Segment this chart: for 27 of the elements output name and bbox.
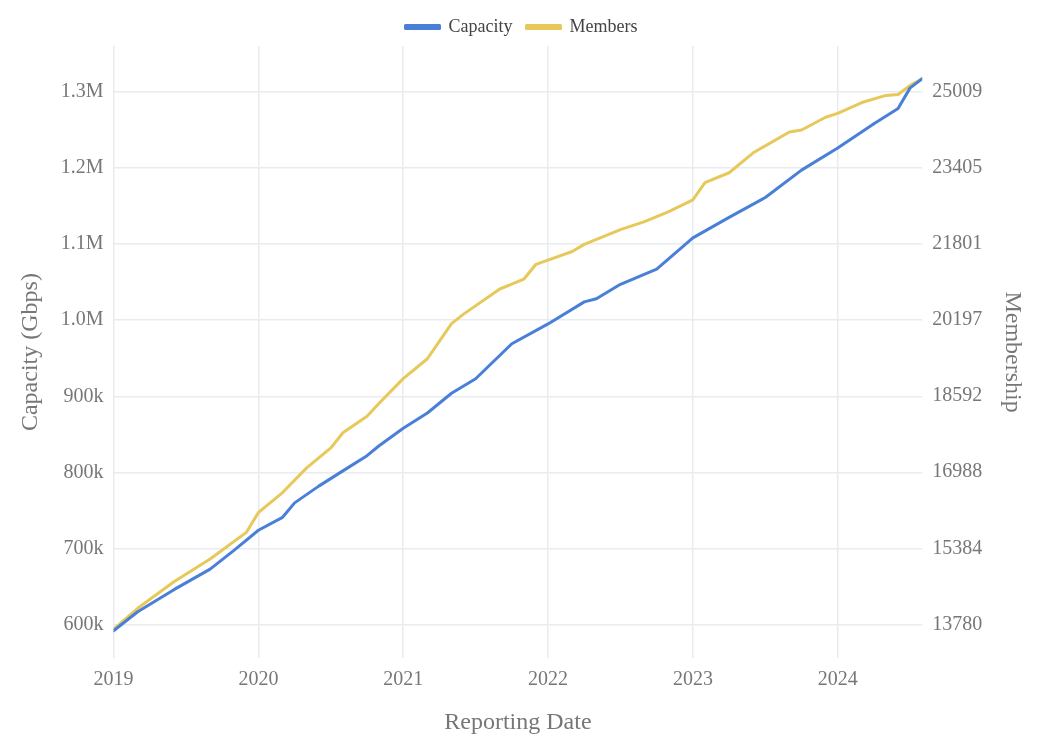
legend-label: Capacity bbox=[448, 15, 513, 36]
y2-tick-label: 21801 bbox=[932, 231, 983, 254]
y2-tick-label: 25009 bbox=[932, 78, 983, 101]
x-tick-label: 2024 bbox=[817, 667, 858, 690]
legend-label: Members bbox=[569, 15, 638, 36]
x-tick-label: 2023 bbox=[672, 667, 713, 690]
x-axis-title: Reporting Date bbox=[444, 707, 592, 734]
x-tick-label: 2021 bbox=[383, 667, 424, 690]
y2-tick-label: 16988 bbox=[932, 459, 983, 482]
x-tick-label: 2022 bbox=[528, 667, 569, 690]
y2-tick-label: 13780 bbox=[932, 611, 983, 634]
y-axis-title: Capacity (Gbps) bbox=[15, 273, 42, 432]
y-tick-label: 600k bbox=[63, 611, 104, 634]
y-tick-label: 900k bbox=[63, 383, 104, 406]
y-tick-label: 800k bbox=[63, 459, 104, 482]
y2-axis-title: Membership bbox=[1001, 291, 1028, 413]
y2-tick-label: 18592 bbox=[932, 383, 983, 406]
y-tick-label: 1.1M bbox=[60, 231, 104, 254]
y-tick-label: 1.3M bbox=[60, 78, 104, 101]
x-tick-label: 2019 bbox=[93, 667, 134, 690]
y-tick-label: 1.2M bbox=[60, 155, 104, 178]
y2-tick-label: 20197 bbox=[932, 307, 983, 330]
y2-tick-label: 15384 bbox=[932, 535, 983, 558]
y-tick-label: 1.0M bbox=[60, 307, 104, 330]
y2-tick-label: 23405 bbox=[932, 155, 983, 178]
x-tick-label: 2020 bbox=[238, 667, 279, 690]
y-tick-label: 700k bbox=[63, 535, 104, 558]
